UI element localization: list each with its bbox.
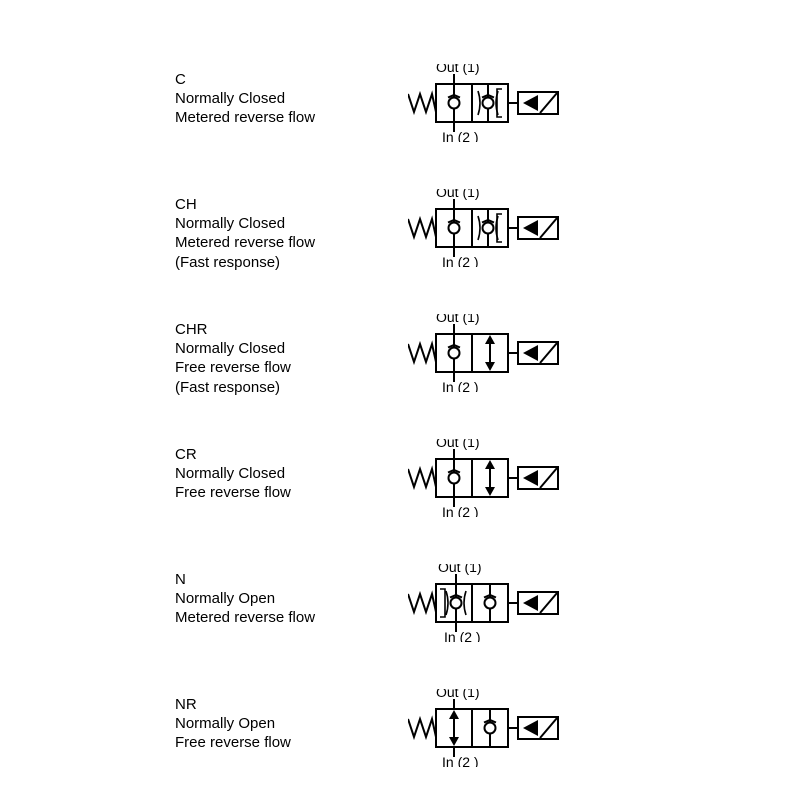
valve-desc-line: Free reverse flow	[175, 358, 291, 377]
valve-code: NR	[175, 695, 291, 714]
valve-label: CHRNormally ClosedFree reverse flow(Fast…	[175, 320, 291, 397]
valve-desc-line: Metered reverse flow	[175, 608, 315, 627]
valve-label: CRNormally ClosedFree reverse flow	[175, 445, 291, 503]
svg-text:Out (1): Out (1)	[436, 439, 480, 450]
svg-text:In (2 ): In (2 )	[442, 254, 479, 267]
valve-symbol: Out (1) In (2 )	[408, 189, 618, 272]
valve-symbol-svg: Out (1) In (2 )	[408, 439, 618, 517]
svg-text:In (2 ): In (2 )	[442, 504, 479, 517]
spring-icon	[408, 344, 436, 362]
spring-icon	[408, 594, 436, 612]
valve-code: CH	[175, 195, 315, 214]
valve-symbol-svg: Out (1) In (2 )	[408, 314, 618, 392]
valve-symbol-svg: Out (1) In (2 )	[408, 189, 618, 267]
spring-icon	[408, 469, 436, 487]
valve-label: NRNormally OpenFree reverse flow	[175, 695, 291, 753]
valve-label: NNormally OpenMetered reverse flow	[175, 570, 315, 628]
valve-desc-line: Normally Closed	[175, 214, 315, 233]
valve-code: C	[175, 70, 315, 89]
spring-icon	[408, 719, 436, 737]
valve-symbol: Out (1) In (2 )	[408, 689, 618, 772]
valve-desc-line: Metered reverse flow	[175, 233, 315, 252]
svg-text:In (2 ): In (2 )	[442, 754, 479, 767]
svg-text:In (2 ): In (2 )	[442, 129, 479, 142]
svg-text:Out (1): Out (1)	[436, 314, 480, 325]
svg-text:Out (1): Out (1)	[438, 564, 482, 575]
valve-desc-line: Normally Open	[175, 714, 291, 733]
valve-symbol-svg: Out (1) In (2 )	[408, 564, 618, 642]
valve-desc-line: Normally Open	[175, 589, 315, 608]
svg-text:In (2 ): In (2 )	[442, 379, 479, 392]
valve-symbol-svg: Out (1) In (2 )	[408, 689, 618, 767]
svg-text:Out (1): Out (1)	[436, 189, 480, 200]
valve-code: N	[175, 570, 315, 589]
svg-text:Out (1): Out (1)	[436, 64, 480, 75]
valve-symbol: Out (1) In (2 )	[408, 64, 618, 147]
valve-code: CR	[175, 445, 291, 464]
valve-symbol: Out (1) In (2 )	[408, 439, 618, 522]
valve-symbol-svg: Out (1) In (2 )	[408, 64, 618, 142]
valve-desc-line: Normally Closed	[175, 464, 291, 483]
valve-desc-line: Free reverse flow	[175, 733, 291, 752]
valve-label: CNormally ClosedMetered reverse flow	[175, 70, 315, 128]
valve-desc-line: Free reverse flow	[175, 483, 291, 502]
spring-icon	[408, 94, 436, 112]
valve-symbol: Out (1) In (2 )	[408, 314, 618, 397]
valve-desc-line: Normally Closed	[175, 89, 315, 108]
valve-code: CHR	[175, 320, 291, 339]
svg-text:In (2 ): In (2 )	[444, 629, 481, 642]
valve-desc-line: (Fast response)	[175, 253, 315, 272]
valve-desc-line: (Fast response)	[175, 378, 291, 397]
valve-label: CHNormally ClosedMetered reverse flow(Fa…	[175, 195, 315, 272]
spring-icon	[408, 219, 436, 237]
valve-symbol: Out (1) In (2 )	[408, 564, 618, 647]
valve-desc-line: Normally Closed	[175, 339, 291, 358]
svg-text:Out (1): Out (1)	[436, 689, 480, 700]
valve-desc-line: Metered reverse flow	[175, 108, 315, 127]
